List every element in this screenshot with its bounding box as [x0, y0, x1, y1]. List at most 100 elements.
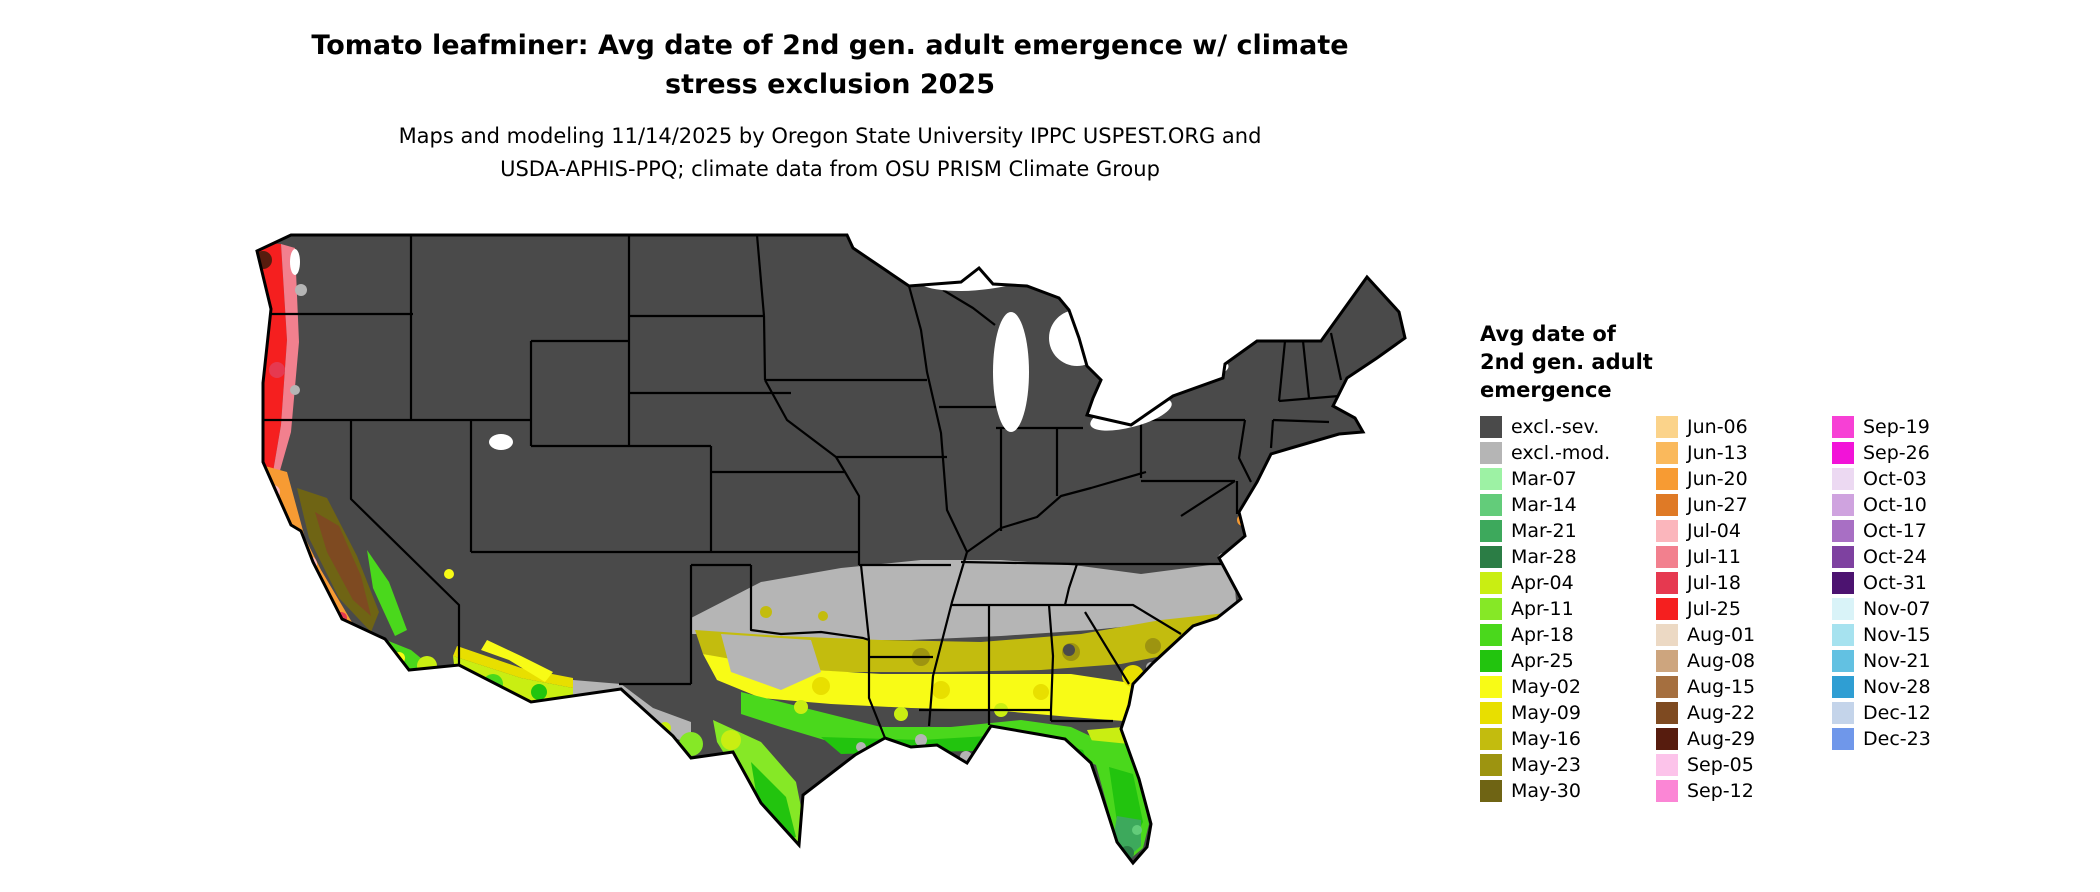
- speck: [679, 732, 703, 756]
- legend-item: Apr-11: [1480, 596, 1656, 622]
- legend-swatch: [1656, 780, 1678, 802]
- lake-michigan: [993, 312, 1029, 432]
- speck: [364, 639, 374, 649]
- map-title-line2: stress exclusion 2025: [665, 69, 995, 100]
- legend-label: May-16: [1511, 728, 1581, 750]
- legend-item: Nov-15: [1832, 622, 2008, 648]
- legend-item: Apr-18: [1480, 622, 1656, 648]
- legend-columns: excl.-sev. excl.-mod. Mar-07 Mar-14 Mar-21 Ma…: [1480, 414, 2040, 804]
- legend-title: Avg date of 2nd gen. adult emergence: [1480, 320, 2040, 404]
- legend-swatch: [1480, 650, 1502, 672]
- legend-swatch: [1480, 546, 1502, 568]
- legend-swatch: [1832, 442, 1854, 464]
- speck: [531, 684, 547, 700]
- legend-label: Sep-26: [1863, 442, 1930, 464]
- legend-swatch: [1656, 520, 1678, 542]
- legend-label: Apr-04: [1511, 572, 1574, 594]
- legend-swatch: [1832, 572, 1854, 594]
- land-base: [257, 235, 1405, 863]
- legend-swatch: [1656, 494, 1678, 516]
- legend-label: Mar-07: [1511, 468, 1577, 490]
- legend-swatch: [1656, 598, 1678, 620]
- region-pnw-coast-fringe: [273, 244, 299, 474]
- legend-swatch: [1832, 520, 1854, 542]
- region-ca-valley-core: [315, 512, 371, 616]
- region-silver-band: [691, 560, 1237, 640]
- speck: [812, 677, 830, 695]
- legend-swatch: [1656, 624, 1678, 646]
- speck: [444, 569, 454, 579]
- legend-swatch: [1480, 624, 1502, 646]
- legend-swatch: [1656, 702, 1678, 724]
- lake-huron: [1049, 310, 1105, 366]
- legend-swatch: [1656, 416, 1678, 438]
- legend: Avg date of 2nd gen. adult emergence exc…: [1480, 320, 2040, 804]
- speck: [721, 730, 741, 750]
- legend-label: Apr-18: [1511, 624, 1574, 646]
- map-subtitle: Maps and modeling 11/14/2025 by Oregon S…: [0, 120, 1660, 186]
- legend-item: Nov-28: [1832, 674, 2008, 700]
- speck: [1132, 825, 1142, 835]
- legend-item: Mar-21: [1480, 518, 1656, 544]
- legend-swatch: [1656, 546, 1678, 568]
- legend-swatch: [1480, 494, 1502, 516]
- legend-label: Jul-11: [1687, 546, 1741, 568]
- legend-item: Aug-15: [1656, 674, 1832, 700]
- map-subtitle-line2: USDA-APHIS-PPQ; climate data from OSU PR…: [500, 157, 1160, 181]
- legend-label: Nov-21: [1863, 650, 1931, 672]
- legend-item: May-16: [1480, 726, 1656, 752]
- legend-label: Nov-15: [1863, 624, 1931, 646]
- legend-swatch: [1832, 416, 1854, 438]
- speck: [794, 700, 808, 714]
- legend-item: Nov-21: [1832, 648, 2008, 674]
- legend-swatch: [1656, 468, 1678, 490]
- legend-swatch: [1480, 442, 1502, 464]
- legend-swatch: [1656, 442, 1678, 464]
- legend-swatch: [1832, 468, 1854, 490]
- legend-label: Sep-05: [1687, 754, 1754, 776]
- great-lakes: [290, 238, 1229, 450]
- region-sierra-foothills: [367, 550, 407, 636]
- legend-swatch: [1480, 702, 1502, 724]
- legend-swatch: [1656, 754, 1678, 776]
- legend-label: Oct-03: [1863, 468, 1927, 490]
- legend-label: Dec-12: [1863, 702, 1931, 724]
- legend-label: excl.-sev.: [1511, 416, 1600, 438]
- region-az-interior: [481, 640, 553, 682]
- legend-title-line3: emergence: [1480, 378, 1612, 402]
- legend-item: Oct-03: [1832, 466, 2008, 492]
- puget-sound: [290, 249, 300, 275]
- legend-label: Dec-23: [1863, 728, 1931, 750]
- legend-swatch: [1656, 572, 1678, 594]
- legend-item: May-09: [1480, 700, 1656, 726]
- legend-label: May-09: [1511, 702, 1581, 724]
- legend-item: Dec-12: [1832, 700, 2008, 726]
- legend-label: Aug-08: [1687, 650, 1756, 672]
- legend-label: Oct-10: [1863, 494, 1927, 516]
- legend-swatch: [1832, 624, 1854, 646]
- us-map: [221, 220, 1426, 882]
- legend-item: Sep-19: [1832, 414, 2008, 440]
- legend-label: Jun-20: [1687, 468, 1748, 490]
- region-dark-yellow-band: [695, 612, 1239, 672]
- legend-swatch: [1480, 468, 1502, 490]
- legend-item: Jul-04: [1656, 518, 1832, 544]
- legend-title-line2: 2nd gen. adult: [1480, 350, 1653, 374]
- legend-item: Oct-24: [1832, 544, 2008, 570]
- state-borders: [263, 235, 1343, 739]
- legend-item: Oct-10: [1832, 492, 2008, 518]
- speck: [295, 284, 307, 296]
- map-title-line1: Tomato leafminer: Avg date of 2nd gen. a…: [311, 30, 1349, 61]
- legend-swatch: [1656, 728, 1678, 750]
- legend-item: May-02: [1480, 674, 1656, 700]
- legend-item: Aug-22: [1656, 700, 1832, 726]
- legend-item: excl.-mod.: [1480, 440, 1656, 466]
- great-salt-lake: [489, 434, 513, 450]
- legend-label: Mar-14: [1511, 494, 1577, 516]
- legend-item: Aug-01: [1656, 622, 1832, 648]
- legend-label: Jul-25: [1687, 598, 1741, 620]
- legend-swatch: [1832, 728, 1854, 750]
- page-header: Tomato leafminer: Avg date of 2nd gen. a…: [0, 26, 1660, 186]
- region-gulf-green: [741, 692, 1103, 768]
